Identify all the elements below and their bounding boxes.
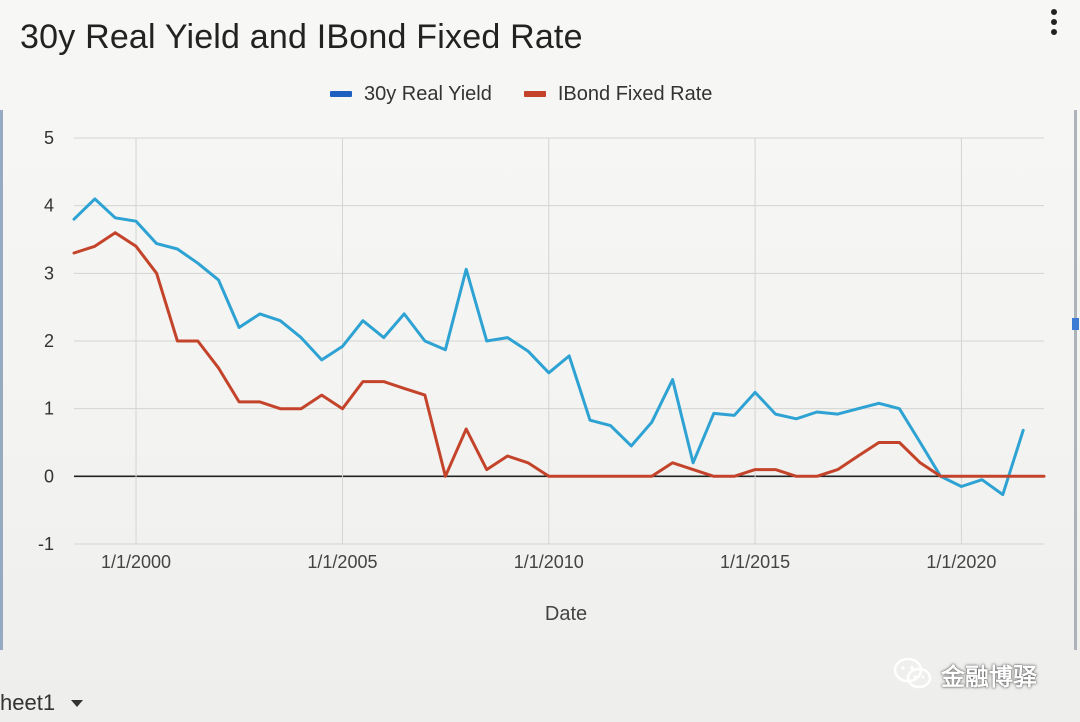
chart-title: 30y Real Yield and IBond Fixed Rate [20,18,583,56]
x-tick-label: 1/1/2000 [101,552,171,572]
x-axis-title: Date [545,603,587,625]
y-tick-label: 5 [44,128,54,148]
legend-swatch-real-yield [330,91,352,97]
legend-item-ibond-fixed-rate[interactable]: IBond Fixed Rate [523,82,713,106]
series-line-ibond-fixed-rate [72,231,1046,478]
window-right-edge [1074,110,1077,650]
x-tick-label: 1/1/2010 [514,552,584,572]
y-tick-label: -1 [38,534,54,554]
chart-grid [74,137,1044,545]
x-tick-label: 1/1/2020 [926,552,996,572]
y-tick-label: 1 [44,399,54,419]
chart-legend: 30y Real Yield IBond Fixed Rate [330,82,712,106]
wechat-icon [893,657,932,689]
sheet-tab-label: heet1 [0,690,56,715]
chevron-down-icon[interactable] [71,699,84,707]
resize-handle[interactable] [1072,318,1079,330]
window-left-edge [0,110,3,650]
y-tick-label: 3 [44,263,54,283]
y-tick-label: 4 [44,196,54,216]
more-options-icon[interactable] [1046,6,1062,40]
legend-label-real-yield: 30y Real Yield [364,82,492,105]
chart-series [72,197,1046,497]
legend-swatch-ibond-fixed-rate [523,91,546,97]
series-line-30y-real-yield [72,197,1025,497]
legend-item-real-yield[interactable]: 30y Real Yield [330,83,492,106]
y-axis-ticks: 5 4 3 2 1 0 -1 [38,128,54,554]
x-tick-label: 1/1/2005 [307,552,377,572]
legend-label-ibond-fixed-rate: IBond Fixed Rate [557,82,713,105]
y-tick-label: 2 [44,331,54,351]
x-axis-ticks: 1/1/2000 1/1/2005 1/1/2010 1/1/2015 1/1/2020 [101,552,996,572]
sheet-tab[interactable]: heet1 [0,688,84,718]
y-tick-label: 0 [44,466,54,486]
watermark-text: 金融博驿 [941,663,1037,691]
x-tick-label: 1/1/2015 [720,552,790,572]
wechat-watermark: 金融博驿 [893,650,1037,698]
